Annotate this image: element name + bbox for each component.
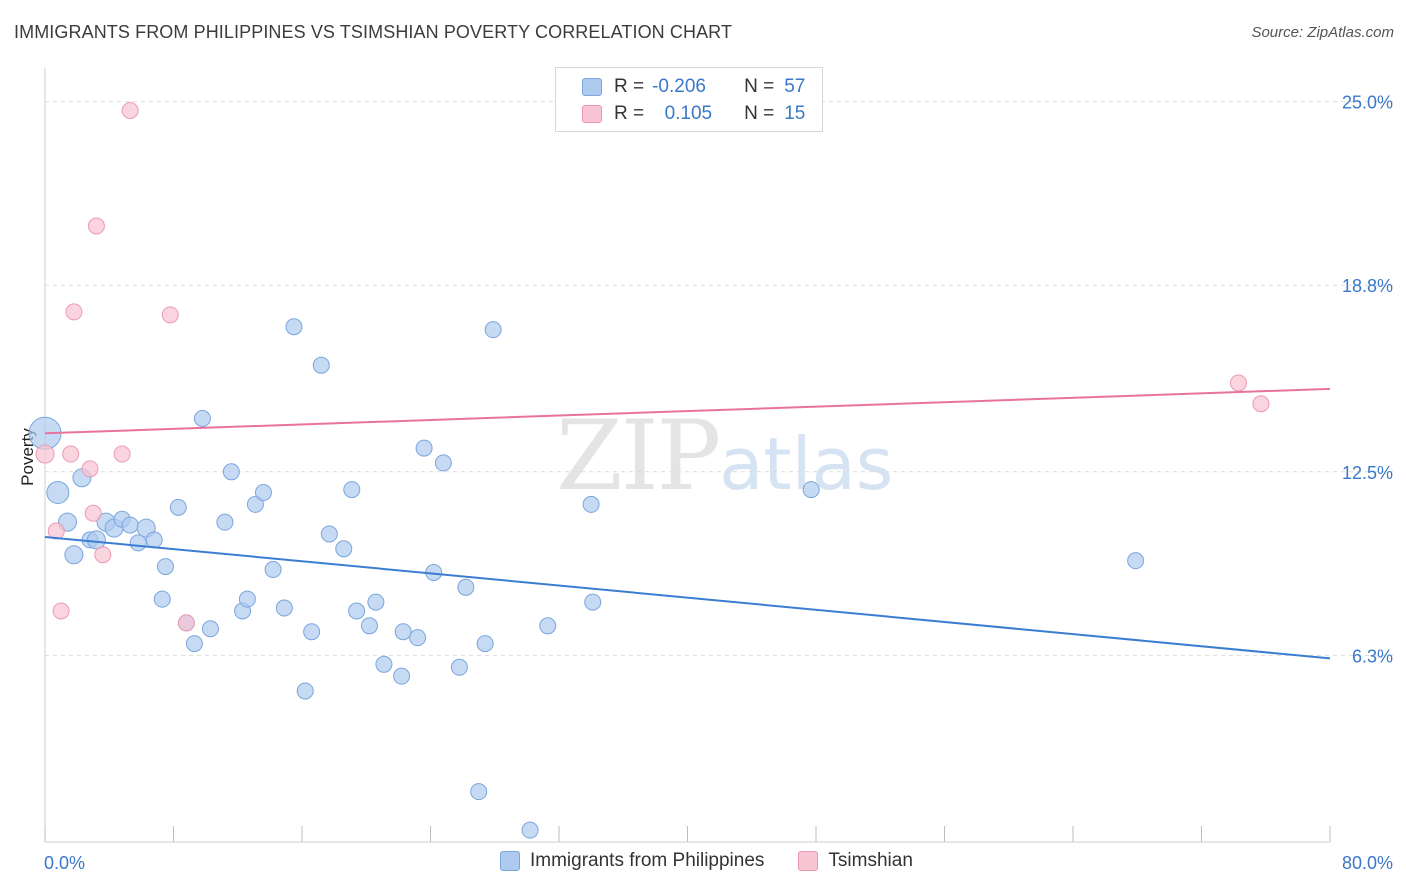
legend-n-value: 15 xyxy=(784,103,806,124)
y-tick-label: 25.0% xyxy=(1342,93,1393,113)
correlation-legend: R = -0.206 N = 57 R = 0.105 N = 15 xyxy=(555,67,823,132)
point-philippines xyxy=(156,558,174,576)
x-tick-label-min: 0.0% xyxy=(44,853,85,873)
series-legend-tsimshian: Tsimshian xyxy=(798,850,913,872)
point-philippines xyxy=(539,617,557,635)
series-label-philippines: Immigrants from Philippines xyxy=(530,850,765,871)
point-philippines xyxy=(450,658,468,676)
point-philippines xyxy=(238,590,256,608)
legend-swatch-pink xyxy=(582,105,602,123)
legend-swatch-blue xyxy=(582,78,602,96)
point-philippines xyxy=(296,682,314,700)
point-tsimshian xyxy=(62,445,80,463)
point-tsimshian xyxy=(1229,374,1247,392)
point-philippines xyxy=(254,484,272,502)
point-philippines xyxy=(216,513,234,531)
point-philippines xyxy=(153,590,171,608)
point-philippines xyxy=(584,593,602,611)
point-philippines xyxy=(64,545,84,565)
point-philippines xyxy=(434,454,452,472)
legend-n-value: 57 xyxy=(784,76,806,97)
point-philippines xyxy=(582,495,600,513)
trendline-tsimshian xyxy=(44,387,1331,435)
point-tsimshian xyxy=(84,504,102,522)
point-philippines xyxy=(367,593,385,611)
point-philippines xyxy=(484,321,502,339)
point-philippines xyxy=(1127,552,1145,570)
point-philippines xyxy=(476,635,494,653)
chart-title: IMMIGRANTS FROM PHILIPPINES VS TSIMSHIAN… xyxy=(14,22,733,42)
point-tsimshian xyxy=(113,445,131,463)
y-tick-label: 6.3% xyxy=(1352,646,1393,666)
y-tick-label: 18.8% xyxy=(1342,276,1393,296)
point-tsimshian xyxy=(94,546,112,564)
point-tsimshian xyxy=(65,303,83,321)
point-philippines xyxy=(193,410,211,427)
point-philippines xyxy=(360,617,378,635)
source-credit: Source: ZipAtlas.com xyxy=(1251,24,1394,41)
point-tsimshian xyxy=(47,522,65,540)
point-philippines xyxy=(335,540,353,558)
series-legend-philippines: Immigrants from Philippines xyxy=(500,850,764,872)
watermark: ZIPatlas xyxy=(556,400,893,512)
point-philippines xyxy=(201,620,219,638)
point-tsimshian xyxy=(35,444,55,464)
point-philippines xyxy=(169,498,187,516)
point-philippines xyxy=(802,481,820,499)
point-philippines xyxy=(320,525,338,543)
point-philippines xyxy=(46,481,70,505)
point-philippines xyxy=(394,623,412,641)
legend-n-label: N = xyxy=(744,103,775,124)
point-philippines xyxy=(470,783,488,801)
point-philippines xyxy=(222,463,240,481)
point-philippines xyxy=(275,599,293,617)
point-philippines xyxy=(521,821,539,839)
point-philippines xyxy=(86,530,106,550)
point-philippines xyxy=(264,561,282,579)
point-tsimshian xyxy=(52,602,70,620)
point-tsimshian xyxy=(87,217,105,235)
trendline-philippines xyxy=(44,535,1331,660)
legend-row-philippines: R = -0.206 N = 57 xyxy=(556,73,805,101)
point-tsimshian xyxy=(1252,395,1270,413)
point-philippines xyxy=(343,481,361,499)
point-philippines xyxy=(457,578,475,596)
legend-r-value: -0.206 xyxy=(652,76,706,97)
series-swatch-blue xyxy=(500,851,520,871)
legend-r-label: R = xyxy=(614,76,645,97)
point-philippines xyxy=(185,635,203,653)
point-philippines xyxy=(246,495,264,513)
point-philippines xyxy=(145,531,163,549)
point-philippines xyxy=(415,439,433,457)
legend-r-value: 0.105 xyxy=(664,103,713,124)
y-tick-label: 12.5% xyxy=(1342,463,1393,483)
point-philippines xyxy=(129,534,147,552)
legend-r-label: R = xyxy=(614,103,645,124)
legend-n-label: N = xyxy=(744,76,775,97)
point-philippines xyxy=(312,356,330,374)
point-philippines xyxy=(409,629,427,647)
point-philippines xyxy=(375,655,393,673)
point-tsimshian xyxy=(121,102,139,119)
watermark-zip: ZIP xyxy=(556,400,721,512)
point-philippines xyxy=(348,602,366,620)
point-philippines xyxy=(285,318,303,336)
series-swatch-pink xyxy=(798,851,819,871)
series-label-tsimshian: Tsimshian xyxy=(828,850,913,871)
point-philippines xyxy=(303,623,321,641)
legend-row-tsimshian: R = 0.105 N = 15 xyxy=(556,100,805,128)
point-tsimshian xyxy=(81,460,99,478)
point-tsimshian xyxy=(161,306,179,324)
point-tsimshian xyxy=(177,614,195,632)
series-legend: Immigrants from Philippines Tsimshian xyxy=(500,850,947,872)
x-tick-label-max: 80.0% xyxy=(1342,853,1393,873)
point-philippines xyxy=(393,667,411,685)
point-philippines xyxy=(121,516,139,534)
